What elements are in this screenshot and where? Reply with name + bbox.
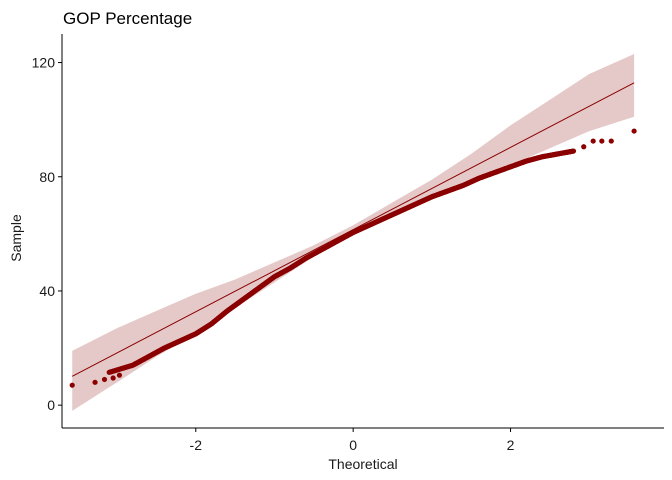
sample-point [116,372,123,378]
sample-point [590,138,596,144]
y-tick-label: 40 [39,283,55,299]
x-tick-label: 0 [349,437,357,453]
sample-point [69,382,75,388]
x-axis-title: Theoretical [328,456,397,472]
reference-line-layer [71,82,635,377]
sample-points-layer [69,128,637,388]
y-axis-title: Sample [8,214,24,262]
reference-line [71,82,635,377]
sample-point [101,376,108,383]
y-tick-label: 120 [32,55,56,71]
sample-point [570,148,577,154]
x-tick-label: 2 [507,437,515,453]
sample-point [631,128,637,134]
y-tick-label: 0 [47,397,55,413]
sample-point [92,379,98,385]
sample-point [110,375,116,381]
y-tick-label: 80 [39,169,55,185]
sample-point [581,144,587,150]
x-tick-label: -2 [190,437,203,453]
chart-title: GOP Percentage [63,9,192,28]
sample-point [608,138,614,144]
sample-point [599,138,605,144]
